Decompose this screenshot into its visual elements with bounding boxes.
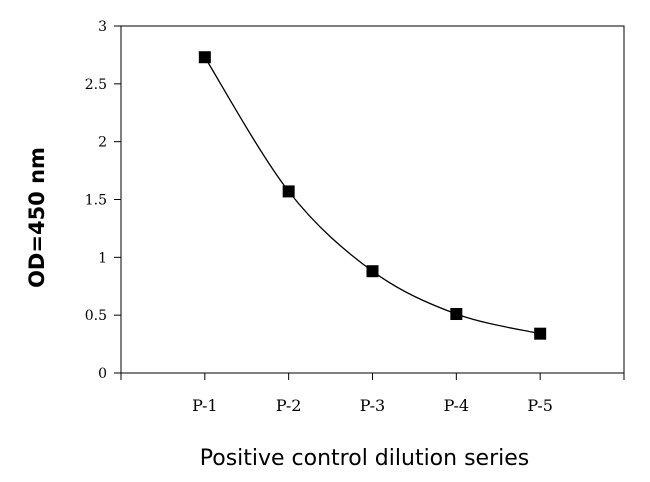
- x-tick-label: P-2: [276, 396, 301, 415]
- data-point: [366, 265, 379, 278]
- y-axis: 0 0.5 1 1.5 2 2.5 3: [85, 19, 121, 382]
- plot-border: [120, 25, 625, 374]
- y-tick-label: 1: [98, 250, 107, 266]
- y-tick-label: 0: [98, 366, 107, 382]
- data-point: [450, 308, 463, 321]
- data-point: [534, 327, 547, 340]
- plot-area: [120, 25, 625, 374]
- series-line: [204, 56, 541, 335]
- x-axis-label: Positive control dilution series: [200, 446, 529, 471]
- y-tick-label: 2.5: [85, 77, 107, 93]
- series: [198, 51, 547, 340]
- x-tick-label: P-1: [192, 396, 217, 415]
- x-axis: P-1 P-2 P-3 P-4 P-5: [120, 373, 625, 415]
- x-tick-label: P-5: [527, 396, 552, 415]
- data-point: [282, 185, 295, 198]
- y-tick-label: 3: [98, 19, 107, 35]
- data-point: [198, 51, 211, 64]
- y-tick-label: 2: [98, 135, 107, 151]
- y-tick-label: 1.5: [85, 193, 107, 209]
- x-tick-label: P-3: [360, 396, 385, 415]
- y-axis-label: OD=450 nm: [25, 147, 49, 288]
- y-tick-label: 0.5: [85, 308, 107, 324]
- x-tick-label: P-4: [444, 396, 469, 415]
